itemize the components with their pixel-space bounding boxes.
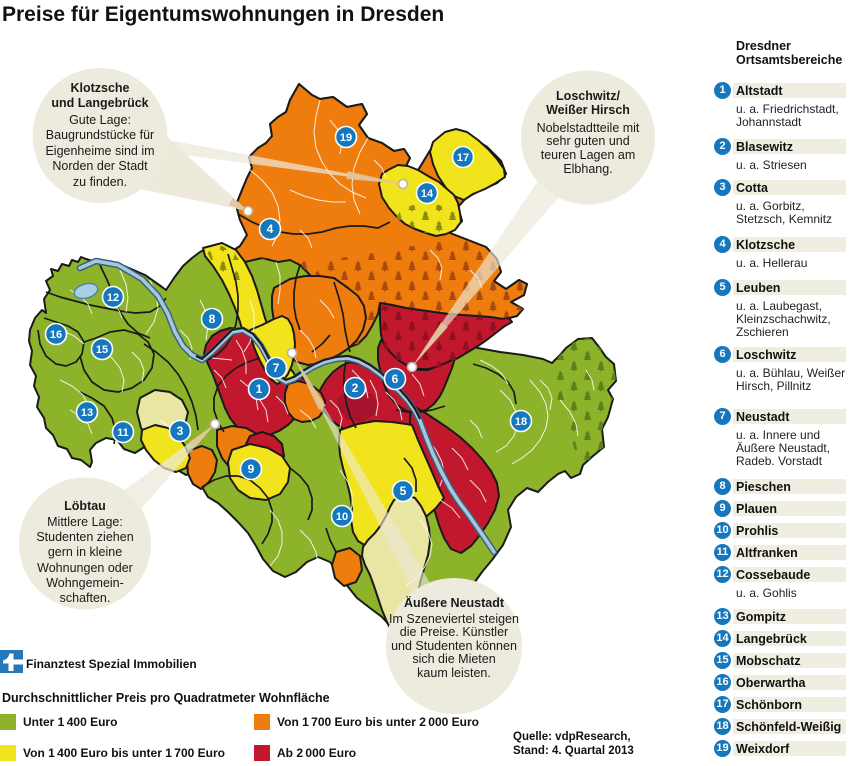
svg-text:4: 4 [267, 222, 274, 236]
svg-text:11: 11 [117, 427, 129, 439]
svg-text:12: 12 [107, 292, 119, 304]
svg-text:2: 2 [352, 381, 359, 395]
svg-text:19: 19 [340, 132, 352, 144]
svg-text:6: 6 [392, 372, 399, 386]
svg-text:10: 10 [336, 511, 348, 523]
svg-text:15: 15 [96, 344, 108, 356]
svg-text:17: 17 [457, 152, 469, 164]
svg-text:7: 7 [273, 361, 280, 375]
svg-text:13: 13 [81, 407, 93, 419]
svg-text:9: 9 [248, 462, 255, 476]
svg-text:8: 8 [209, 312, 216, 326]
svg-text:3: 3 [177, 424, 184, 438]
svg-text:5: 5 [400, 484, 407, 498]
svg-text:1: 1 [256, 382, 263, 396]
svg-text:16: 16 [50, 329, 62, 341]
svg-text:14: 14 [421, 188, 434, 200]
svg-text:18: 18 [515, 416, 527, 428]
